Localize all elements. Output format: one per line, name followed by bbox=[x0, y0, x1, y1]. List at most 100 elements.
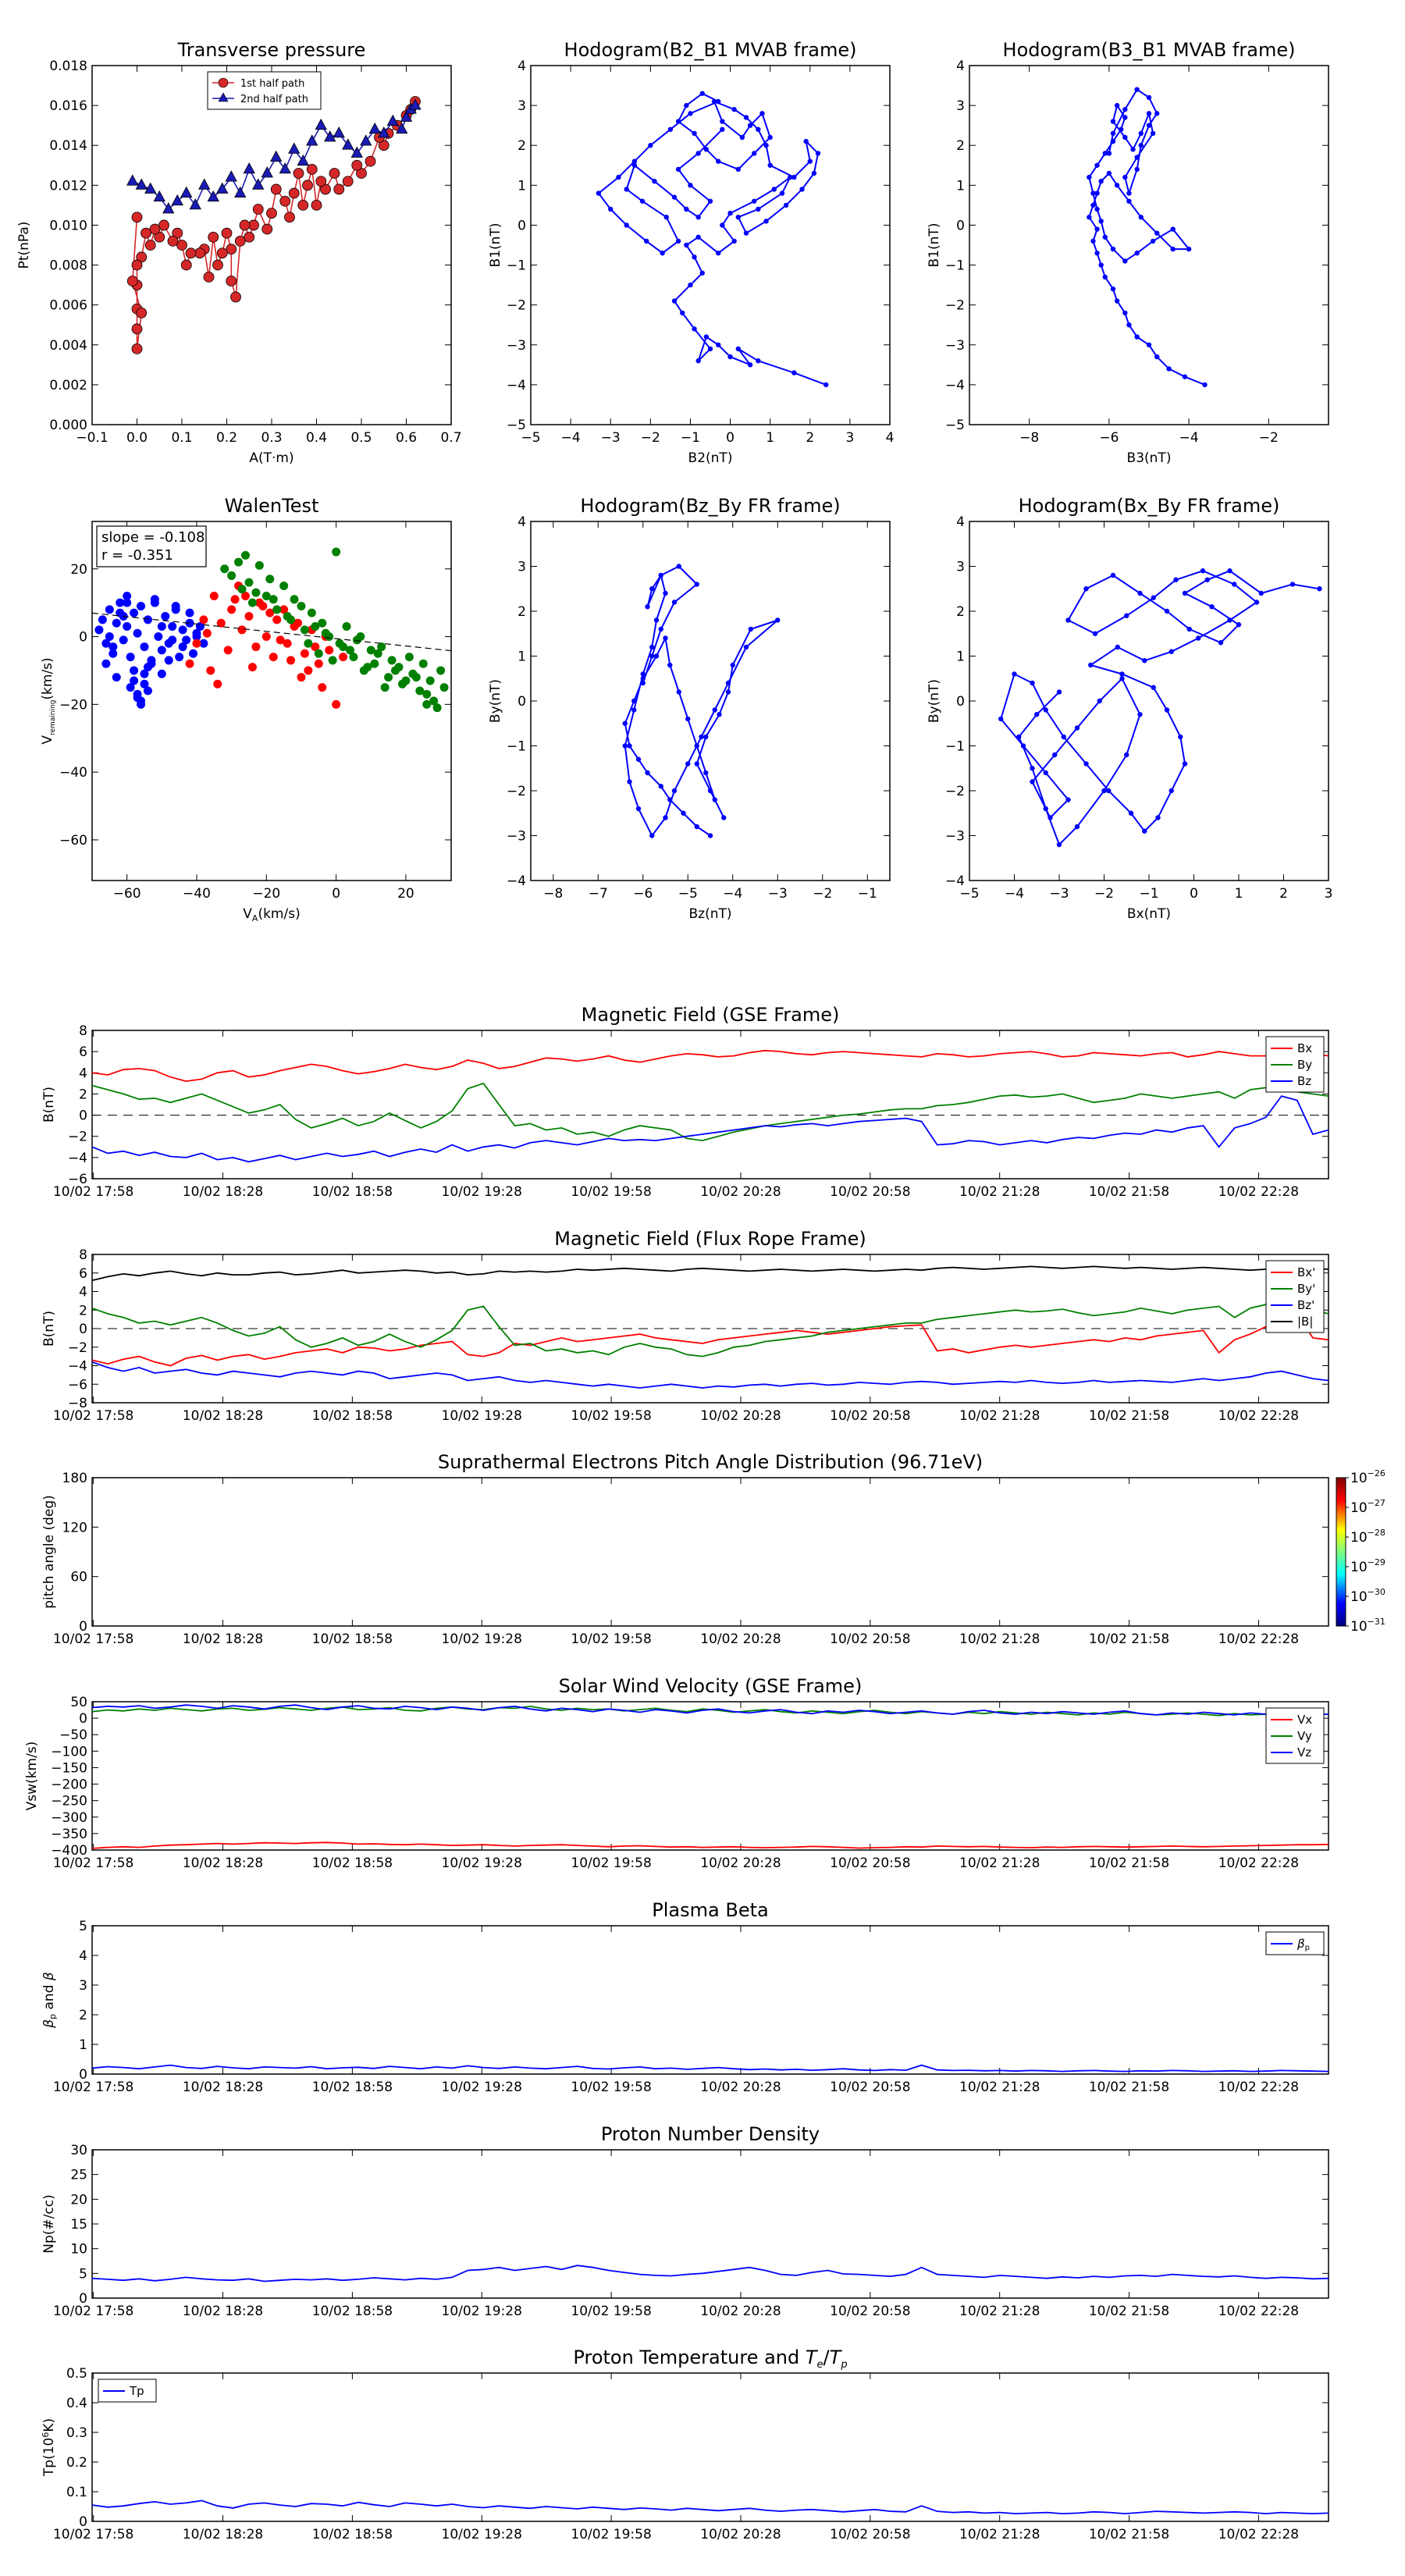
data-point bbox=[332, 699, 341, 709]
data-point bbox=[112, 618, 121, 628]
x-tick-label: 10/02 19:58 bbox=[571, 2527, 651, 2542]
data-point bbox=[720, 222, 725, 228]
y-tick-label: 0.5 bbox=[66, 2366, 87, 2382]
data-point bbox=[270, 183, 282, 195]
x-tick-label: 10/02 19:28 bbox=[442, 1856, 522, 1871]
x-tick-label: 10/02 20:58 bbox=[830, 2304, 910, 2319]
y-axis-label: Vremaining(km/s) bbox=[40, 657, 57, 744]
data-point bbox=[1065, 797, 1071, 802]
x-tick-label: −3 bbox=[601, 430, 621, 446]
data-point bbox=[135, 178, 148, 190]
data-point bbox=[731, 107, 737, 112]
x-tick-label: 10/02 17:58 bbox=[53, 1408, 133, 1424]
data-point bbox=[1142, 658, 1147, 664]
legend-label: Bx bbox=[1297, 1041, 1312, 1055]
data-point bbox=[735, 166, 741, 173]
data-point bbox=[823, 382, 829, 388]
y-tick-label: 2 bbox=[518, 138, 526, 154]
x-tick-label: 2 bbox=[806, 430, 814, 446]
data-point bbox=[324, 130, 336, 142]
legend-box bbox=[207, 71, 322, 110]
y-tick-label: 0 bbox=[79, 1322, 87, 1337]
x-axis-label: B3(nT) bbox=[1127, 450, 1172, 466]
data-point bbox=[290, 595, 299, 604]
y-tick-label: −4 bbox=[945, 378, 965, 393]
data-point bbox=[401, 676, 411, 685]
y-tick-label: 0 bbox=[79, 2514, 87, 2530]
data-point bbox=[1138, 130, 1144, 137]
data-point bbox=[178, 625, 187, 635]
data-point bbox=[1204, 577, 1210, 582]
x-tick-label: 0.1 bbox=[171, 430, 192, 446]
series-line-By' bbox=[92, 1304, 1329, 1357]
data-point bbox=[1106, 151, 1112, 156]
data-point bbox=[694, 582, 699, 587]
y-tick-label: 120 bbox=[62, 1520, 87, 1535]
data-point bbox=[747, 362, 753, 368]
series-1 bbox=[185, 581, 348, 709]
data-point bbox=[350, 146, 363, 158]
data-point bbox=[752, 198, 757, 204]
data-point bbox=[1119, 126, 1124, 132]
legend-label: βp bbox=[1297, 1937, 1310, 1952]
data-point bbox=[688, 282, 693, 288]
data-point bbox=[265, 575, 275, 584]
data-point bbox=[1168, 788, 1174, 794]
data-point bbox=[998, 716, 1004, 722]
data-point bbox=[325, 646, 334, 655]
y-axis-label: B(nT) bbox=[41, 1087, 57, 1123]
data-point bbox=[640, 680, 646, 686]
series-line-|B| bbox=[92, 1265, 1329, 1282]
x-tick-label: 10/02 18:28 bbox=[183, 1408, 263, 1424]
data-point bbox=[251, 588, 261, 597]
data-point bbox=[272, 605, 282, 614]
data-point bbox=[1236, 622, 1242, 628]
data-point bbox=[684, 102, 689, 109]
legend-label: 2nd half path bbox=[240, 94, 308, 105]
data-point bbox=[234, 186, 247, 197]
data-point bbox=[1119, 671, 1125, 677]
data-point bbox=[176, 240, 187, 251]
y-axis-label: B1(nT) bbox=[927, 223, 942, 268]
data-point bbox=[243, 162, 255, 174]
x-tick-label: 10/02 21:58 bbox=[1089, 2080, 1169, 2095]
y-axis-label: By(nT) bbox=[488, 679, 503, 723]
data-point bbox=[1110, 130, 1116, 137]
x-tick-label: 10/02 18:28 bbox=[183, 2527, 263, 2542]
data-point bbox=[684, 206, 689, 212]
y-tick-label: 3 bbox=[79, 1978, 87, 1994]
legend-label: Vx bbox=[1297, 1713, 1312, 1727]
data-point bbox=[365, 155, 376, 167]
y-tick-label: 0.4 bbox=[66, 2396, 87, 2411]
y-tick-label: 0.000 bbox=[49, 418, 87, 433]
data-point bbox=[1134, 334, 1140, 340]
data-point bbox=[143, 663, 152, 672]
data-point bbox=[767, 162, 773, 168]
x-tick-label: 2 bbox=[1279, 886, 1288, 902]
legend-box bbox=[1265, 1931, 1325, 1955]
chart-title: Hodogram(Bz_By FR frame) bbox=[580, 495, 840, 517]
x-tick-label: 10/02 21:28 bbox=[959, 2304, 1040, 2319]
data-point bbox=[258, 601, 268, 610]
legend-label: |B| bbox=[1297, 1315, 1313, 1329]
y-tick-label: −40 bbox=[59, 765, 87, 781]
y-tick-label: 0.012 bbox=[49, 178, 87, 194]
data-point bbox=[206, 666, 215, 675]
data-point bbox=[1317, 586, 1322, 592]
legend-marker bbox=[218, 77, 229, 88]
x-tick-label: 10/02 19:58 bbox=[571, 1631, 651, 1647]
chart-title: Proton Number Density bbox=[601, 2123, 820, 2145]
data-point bbox=[1182, 374, 1188, 379]
data-point bbox=[189, 198, 201, 210]
data-point bbox=[1114, 102, 1120, 109]
y-tick-label: 0.2 bbox=[66, 2455, 87, 2471]
data-point bbox=[98, 615, 107, 624]
data-point bbox=[731, 238, 737, 244]
data-point bbox=[622, 743, 628, 749]
y-tick-label: 2 bbox=[79, 2008, 87, 2023]
data-point bbox=[631, 158, 638, 164]
data-point bbox=[342, 622, 351, 632]
data-point bbox=[1126, 322, 1132, 328]
data-point bbox=[1154, 111, 1160, 116]
axes-frame bbox=[969, 65, 1329, 425]
